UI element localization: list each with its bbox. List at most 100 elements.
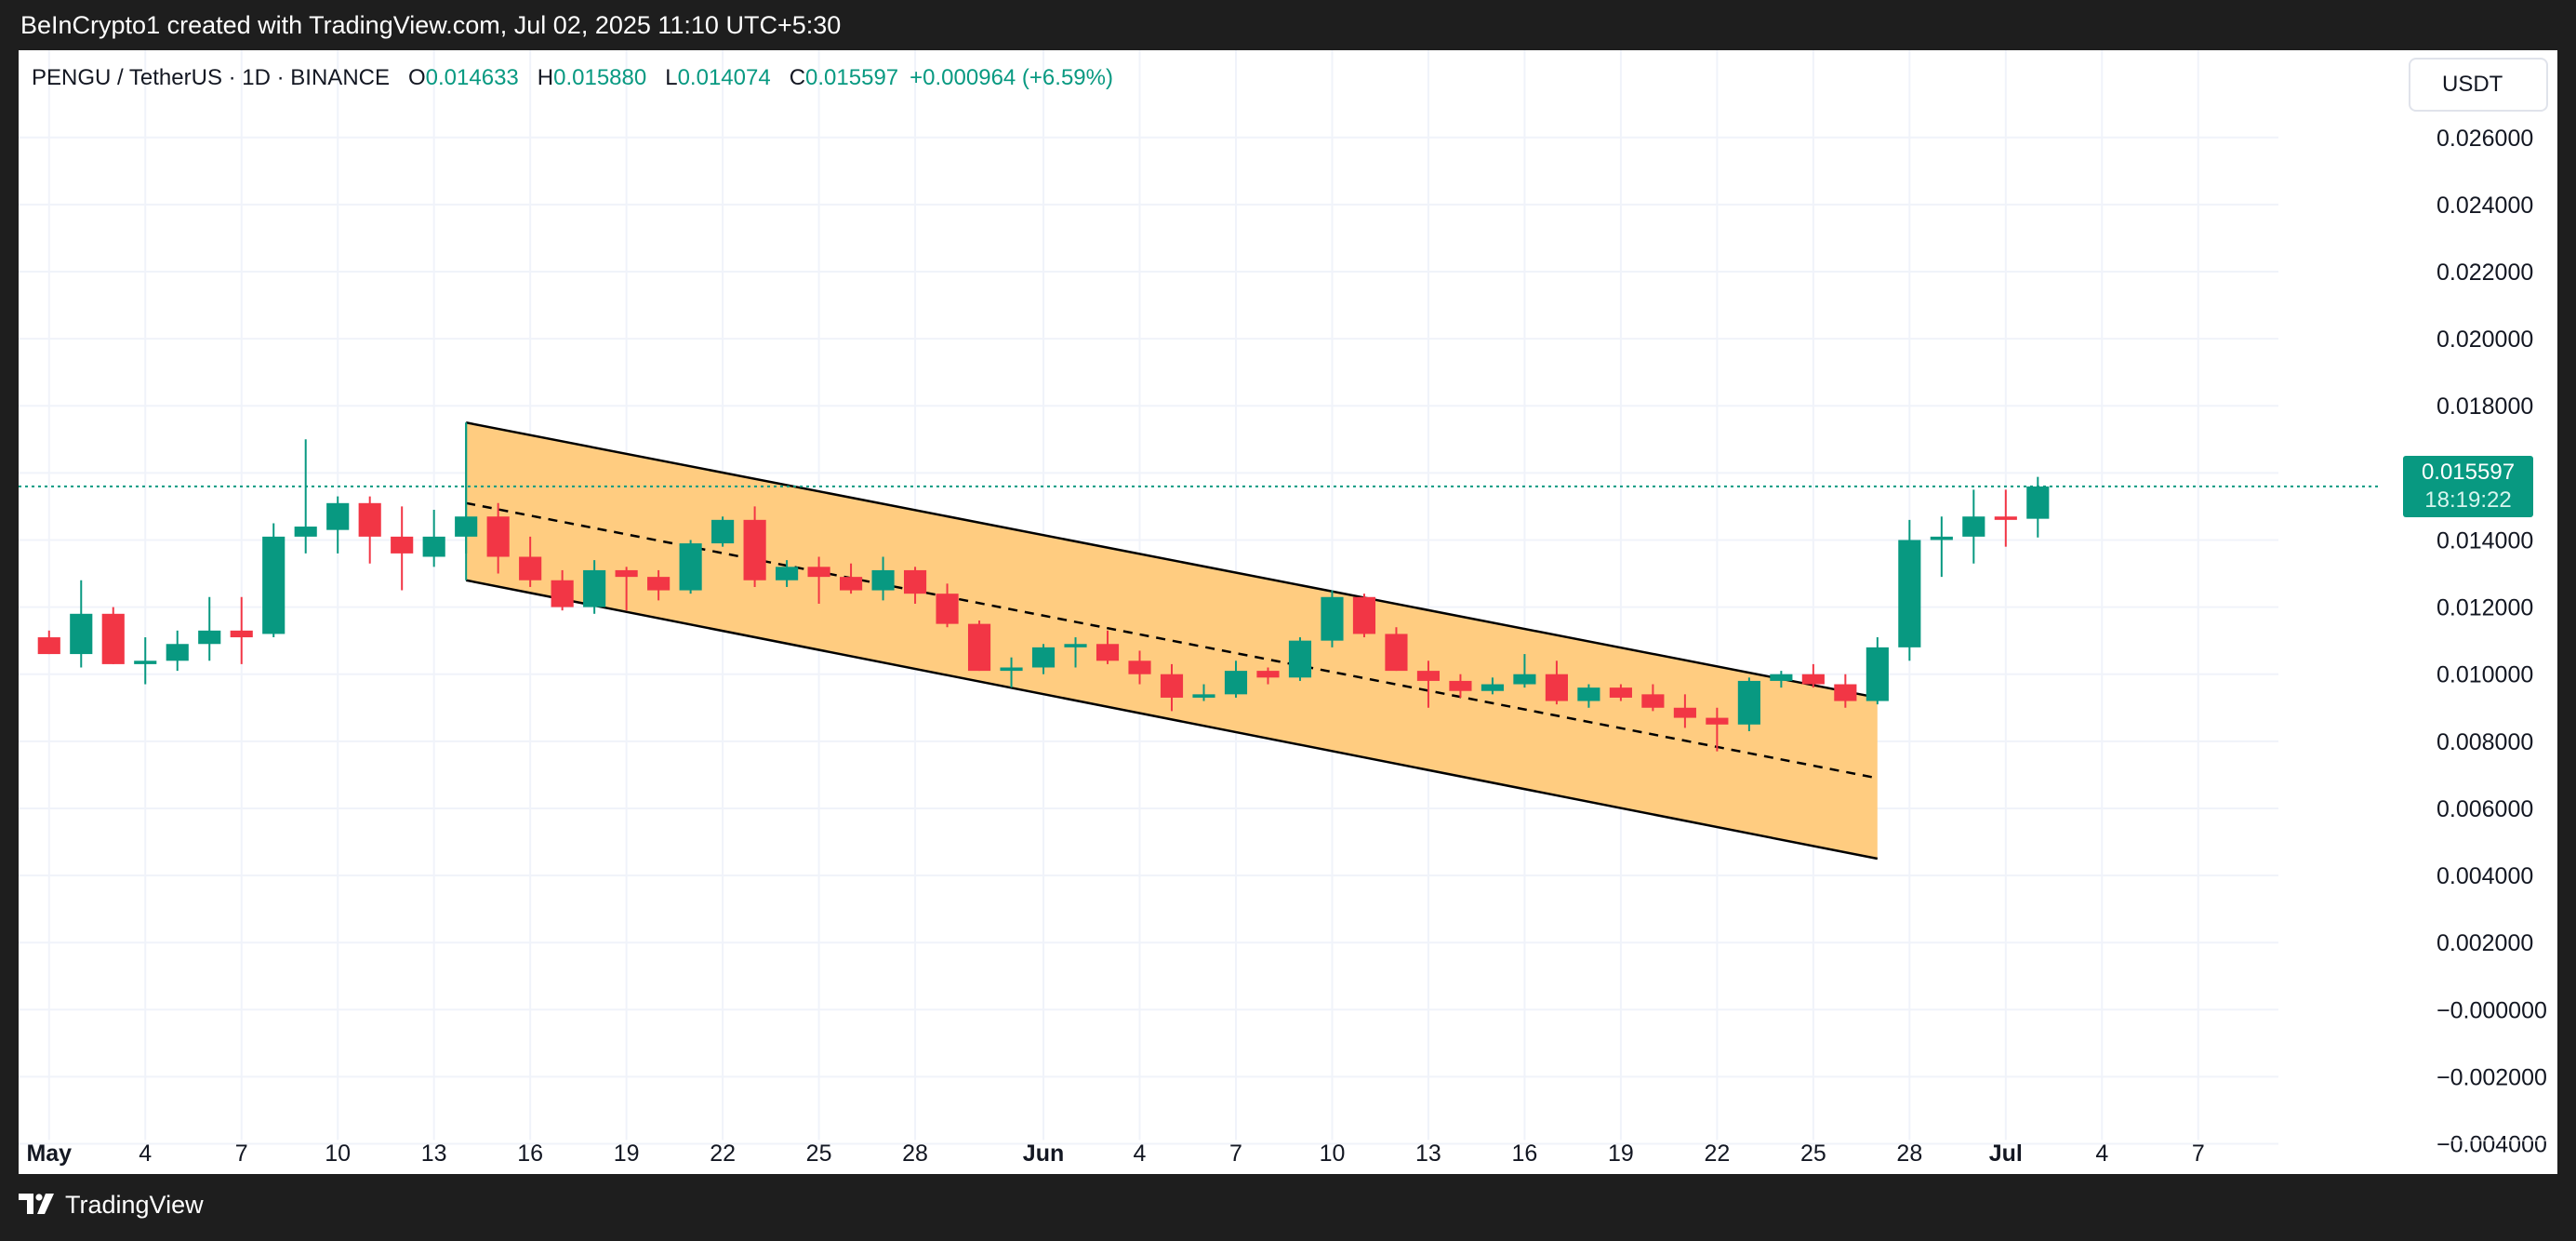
candle-body [1577, 687, 1600, 701]
candle-body [936, 594, 959, 624]
candle-body [1224, 671, 1248, 695]
last-price-value: 0.015597 [2421, 460, 2516, 485]
x-tick-label: 16 [517, 1141, 543, 1167]
candle-body [903, 569, 927, 594]
candle-body [1000, 667, 1023, 672]
candle-body [1481, 684, 1505, 691]
y-tick-label: −0.004000 [2437, 1132, 2547, 1158]
candle-body [1834, 684, 1857, 701]
x-tick-label: 13 [421, 1141, 447, 1167]
x-tick-label: May [26, 1141, 72, 1167]
candle-body [1031, 647, 1056, 668]
bar-countdown: 18:19:22 [2424, 487, 2512, 513]
x-tick-label: 10 [1320, 1141, 1346, 1167]
candle-body [230, 630, 253, 638]
grid-lines [19, 50, 2278, 1145]
candle-body [776, 567, 799, 580]
x-tick-label: 10 [325, 1141, 351, 1167]
candle-body [1801, 674, 1825, 685]
x-tick-label: Jul [1989, 1141, 2023, 1167]
currency-label: USDT [2442, 72, 2503, 97]
candle-body [519, 556, 542, 580]
candle-body [1256, 671, 1280, 678]
candle-body [326, 502, 350, 530]
high-value: 0.015880 [553, 65, 647, 90]
candle-body [807, 567, 830, 578]
candle-body [1673, 707, 1696, 718]
time-axis[interactable]: May 4 7 10 13 16 19 22 25 28 Jun 4 7 10 13 16 19 22 25 28 Ju… [19, 1140, 2557, 1167]
candle-body [1609, 687, 1632, 698]
candle-body [166, 644, 189, 661]
candle-body [1449, 680, 1472, 691]
channel-upper-line [465, 421, 1879, 700]
candle-body [358, 502, 381, 537]
tradingview-brand[interactable]: TradingView [19, 1191, 204, 1220]
price-axis[interactable]: 0.026000 0.024000 0.022000 0.020000 0.018000… [2437, 126, 2547, 1158]
currency-selector[interactable]: USDT [2409, 58, 2548, 112]
x-tick-label: 28 [902, 1141, 928, 1167]
y-tick-label: 0.022000 [2437, 260, 2533, 286]
change-value: +0.000964 (+6.59%) [910, 65, 1113, 90]
open-value: 0.014633 [425, 65, 519, 90]
y-tick-label: 0.002000 [2437, 930, 2533, 956]
y-tick-label: 0.014000 [2437, 527, 2533, 554]
tradingview-wordmark: TradingView [65, 1191, 204, 1219]
candle-body [679, 543, 702, 591]
candle-body [1128, 661, 1151, 674]
descending-channel[interactable] [465, 421, 1879, 861]
candle-body [647, 577, 671, 591]
candle-body [1352, 596, 1376, 634]
attribution-bar: BeInCrypto1 created with TradingView.com… [0, 0, 2576, 50]
symbol-title[interactable]: PENGU / TetherUS · 1D · BINANCE [32, 65, 390, 90]
x-tick-label: 22 [1704, 1141, 1730, 1167]
x-tick-label: 19 [1608, 1141, 1634, 1167]
x-tick-label: 7 [2192, 1141, 2205, 1167]
y-tick-label: 0.010000 [2437, 662, 2533, 688]
x-tick-label: 28 [1896, 1141, 1922, 1167]
x-tick-label: 13 [1415, 1141, 1441, 1167]
x-tick-label: 4 [2095, 1141, 2108, 1167]
candle-body [486, 516, 510, 557]
candle-body [871, 569, 895, 591]
x-tick-label: 22 [710, 1141, 736, 1167]
candle-body [422, 536, 445, 557]
candle-body [1160, 674, 1184, 698]
candle-body [1513, 674, 1536, 685]
candle-body [1288, 640, 1312, 678]
candle-body [1064, 644, 1087, 647]
price-chart[interactable]: 0.026000 0.024000 0.022000 0.020000 0.018000… [19, 50, 2557, 1174]
candle-body [743, 519, 766, 580]
candlesticks [37, 422, 2050, 752]
candle-body [1095, 644, 1120, 661]
y-tick-label: 0.024000 [2437, 193, 2533, 219]
x-tick-label: 25 [806, 1141, 832, 1167]
chart-frame[interactable]: 0.026000 0.024000 0.022000 0.020000 0.018000… [19, 50, 2557, 1174]
x-tick-label: 19 [614, 1141, 640, 1167]
low-label: L [665, 65, 678, 90]
candle-body [101, 613, 125, 664]
candle-body [1192, 694, 1215, 698]
y-tick-label: −0.000000 [2437, 997, 2547, 1023]
x-tick-label: 25 [1800, 1141, 1826, 1167]
candle-body [1898, 540, 1921, 647]
candle-body [1545, 674, 1568, 701]
candle-body [37, 637, 60, 655]
channel-lower-line [465, 579, 1879, 861]
low-value: 0.014074 [677, 65, 771, 90]
candle-body [1962, 516, 1985, 537]
candle-body [455, 516, 478, 537]
high-label: H [537, 65, 554, 90]
candle-body [1737, 680, 1760, 725]
footer-bar: TradingView [0, 1174, 2576, 1241]
candle-body [262, 536, 285, 634]
candle-body [711, 519, 735, 544]
candle-body [583, 569, 606, 607]
candle-body [134, 661, 157, 664]
y-tick-label: 0.006000 [2437, 796, 2533, 822]
close-label: C [789, 65, 806, 90]
candle-body [2026, 486, 2050, 519]
candle-body [1866, 647, 1889, 701]
last-price-tag: 0.015597 18:19:22 [2403, 456, 2533, 517]
y-tick-label: 0.018000 [2437, 394, 2533, 420]
x-tick-label: 4 [139, 1141, 152, 1167]
